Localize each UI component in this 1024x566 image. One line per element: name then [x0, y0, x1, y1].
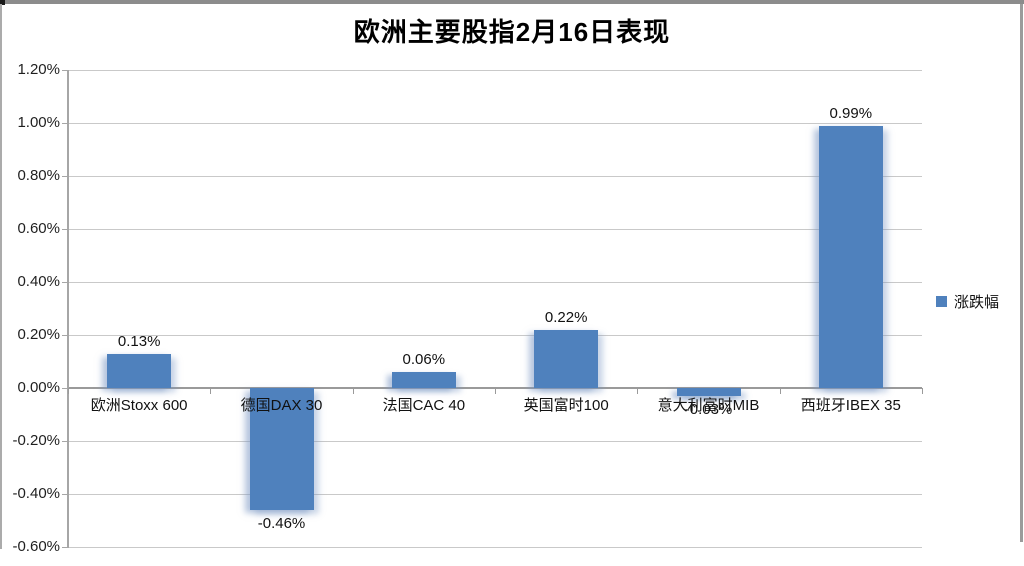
gridline	[68, 441, 922, 442]
gridline	[68, 282, 922, 283]
bar	[391, 372, 456, 388]
legend-swatch-icon	[936, 296, 947, 307]
gridline	[68, 494, 922, 495]
category-label: 英国富时100	[523, 397, 609, 414]
bar	[676, 388, 741, 396]
category-label: 德国DAX 30	[240, 397, 323, 414]
y-axis-label: -0.60%	[12, 538, 60, 555]
y-axis-tick	[62, 547, 68, 548]
x-axis-tick	[68, 388, 69, 394]
category-label: 意大利富时MIB	[657, 397, 760, 414]
y-axis-tick	[62, 176, 68, 177]
x-axis-tick	[779, 388, 781, 394]
bar	[534, 329, 599, 388]
y-axis-label: -0.40%	[12, 485, 60, 502]
bar	[249, 388, 314, 510]
category-label: 西班牙IBEX 35	[800, 397, 901, 414]
y-axis-label: 0.60%	[17, 220, 60, 237]
x-axis-tick	[210, 388, 212, 394]
y-axis-tick	[62, 388, 68, 389]
gridline	[68, 335, 922, 336]
x-axis-tick	[495, 388, 496, 394]
category-label: 法国CAC 40	[382, 397, 466, 414]
bar-value-label: 0.13%	[117, 332, 161, 350]
y-axis-tick	[62, 494, 68, 495]
bar-value-label: 0.99%	[829, 104, 873, 122]
bar-value-label: 0.22%	[544, 308, 588, 326]
bar-value-label: -0.46%	[257, 514, 306, 532]
bar	[818, 125, 883, 388]
bar-value-label: -0.03%	[684, 400, 733, 418]
gridline	[68, 123, 922, 124]
y-axis-label: 0.00%	[17, 379, 60, 396]
y-axis-label: 1.00%	[17, 114, 60, 131]
x-axis-tick	[352, 388, 354, 394]
frame-corner-mark	[0, 0, 5, 5]
y-axis-tick	[62, 123, 68, 124]
y-axis-tick	[62, 70, 68, 71]
chart-title: 欧洲主要股指2月16日表现	[353, 17, 671, 47]
frame-top-border	[0, 0, 1024, 4]
gridline	[68, 70, 922, 71]
y-axis-tick	[62, 335, 68, 336]
y-axis-tick	[62, 282, 68, 283]
x-axis-tick	[637, 388, 639, 394]
y-axis-label: 0.80%	[17, 167, 60, 184]
gridline	[68, 176, 922, 177]
y-axis-label: 0.20%	[17, 326, 60, 343]
y-axis-label: 1.20%	[17, 61, 60, 78]
bar	[107, 353, 172, 388]
gridline	[68, 229, 922, 230]
legend-label: 涨跌幅	[954, 294, 1000, 311]
y-axis-tick	[62, 441, 68, 442]
x-axis-tick	[922, 388, 923, 394]
bar-value-label: 0.06%	[402, 351, 446, 369]
y-axis-tick	[62, 229, 68, 230]
frame-left-border	[0, 4, 2, 549]
y-axis-label: 0.40%	[17, 273, 60, 290]
category-label: 欧洲Stoxx 600	[90, 397, 188, 414]
legend: 涨跌幅	[936, 291, 999, 312]
frame-right-border	[1020, 4, 1023, 542]
y-axis-line	[67, 70, 69, 548]
gridline	[68, 547, 922, 548]
y-axis-label: -0.20%	[12, 432, 60, 449]
